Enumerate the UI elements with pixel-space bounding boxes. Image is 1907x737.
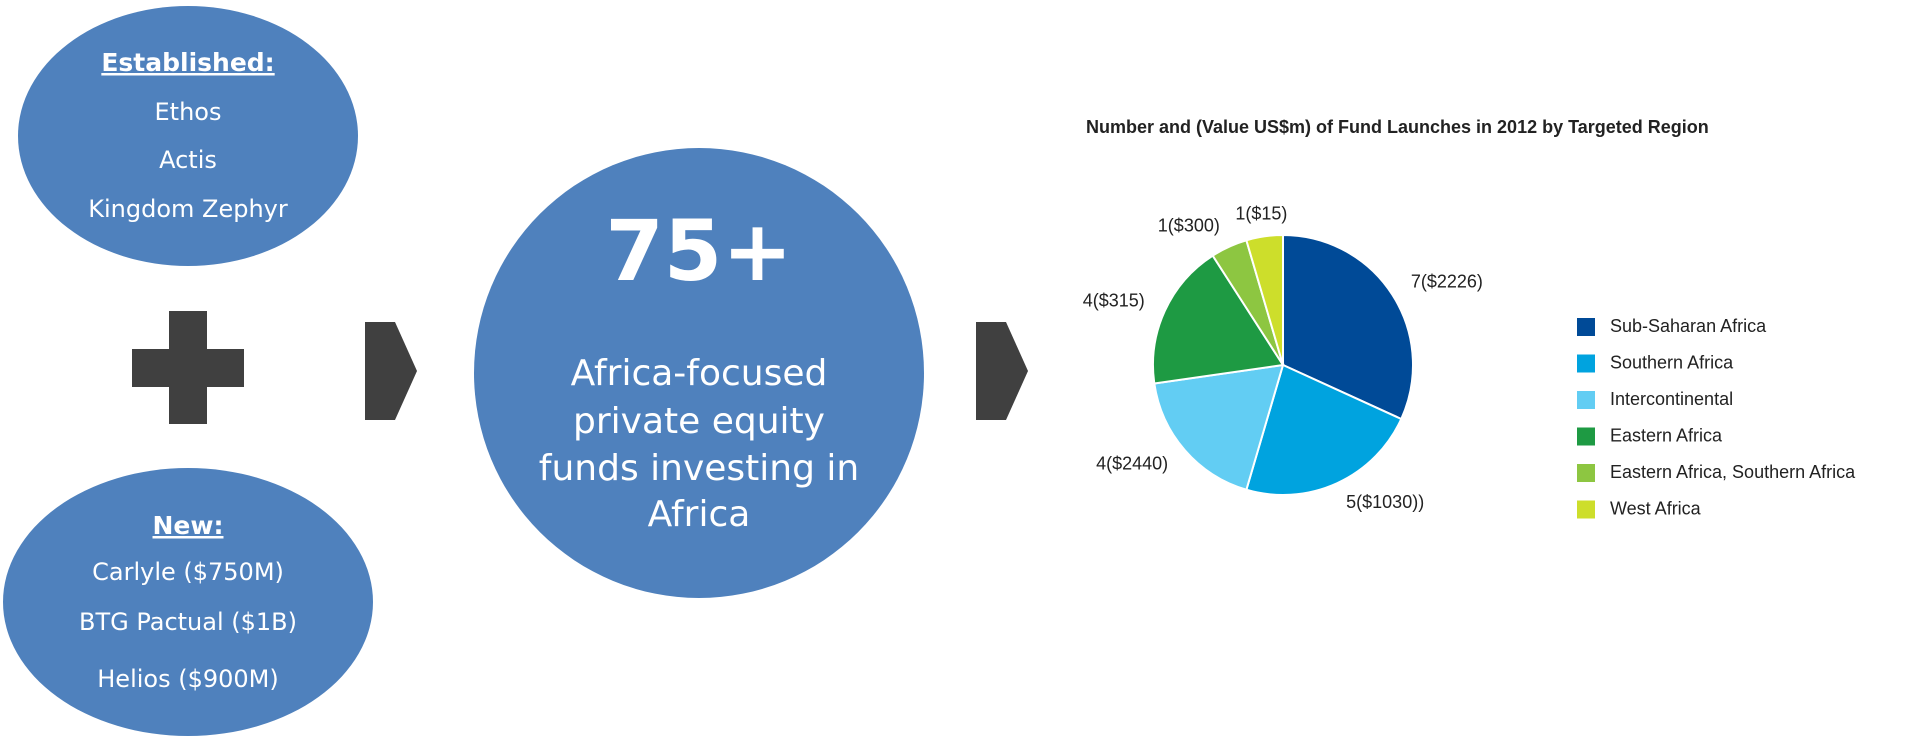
data-label: 5($1030)) xyxy=(1346,492,1424,512)
established-ellipse xyxy=(18,6,358,266)
legend-swatch xyxy=(1577,464,1595,482)
legend-label: Sub-Saharan Africa xyxy=(1610,316,1767,336)
legend-swatch xyxy=(1577,427,1595,446)
established-item: Kingdom Zephyr xyxy=(88,195,288,223)
arrow xyxy=(976,322,1028,420)
established-item: Actis xyxy=(159,146,217,174)
data-label: 1($15) xyxy=(1235,203,1287,223)
new-ellipse xyxy=(3,468,373,736)
new-item: Helios ($900M) xyxy=(97,665,278,693)
new-item: BTG Pactual ($1B) xyxy=(79,608,297,636)
pie-slice xyxy=(1153,363,1285,491)
plus-icon xyxy=(132,311,244,424)
new-heading: New: xyxy=(153,511,224,540)
data-label: 4($315) xyxy=(1083,291,1145,311)
legend-swatch xyxy=(1577,318,1595,336)
summary-line: private equity xyxy=(573,401,825,442)
summary-line: Africa xyxy=(648,494,751,535)
summary-number: 75+ xyxy=(605,202,792,300)
data-label: 7($2226) xyxy=(1411,272,1483,292)
legend-label: West Africa xyxy=(1610,498,1702,518)
established-item: Ethos xyxy=(155,98,222,126)
pie-slice xyxy=(1282,233,1414,421)
data-label: 1($300) xyxy=(1158,215,1220,235)
legend-swatch xyxy=(1577,391,1595,409)
data-label: 4($2440) xyxy=(1096,453,1168,473)
legend-label: Eastern Africa xyxy=(1610,425,1723,445)
established-heading: Established: xyxy=(101,48,274,77)
legend-label: Southern Africa xyxy=(1610,352,1734,372)
pie-slice xyxy=(1245,363,1403,496)
summary-line: Africa-focused xyxy=(571,353,828,394)
summary-line: funds investing in xyxy=(539,448,859,489)
new-item: Carlyle ($750M) xyxy=(92,558,284,586)
pie-slice xyxy=(1245,233,1284,366)
legend-label: Eastern Africa, Southern Africa xyxy=(1610,462,1856,482)
chart-title: Number and (Value US$m) of Fund Launches… xyxy=(1086,117,1709,137)
pie-slice xyxy=(1151,254,1285,385)
summary-circle xyxy=(474,148,924,598)
legend-label: Intercontinental xyxy=(1610,389,1733,409)
legend-swatch xyxy=(1577,354,1595,373)
legend-swatch xyxy=(1577,500,1595,519)
arrow xyxy=(365,322,417,420)
